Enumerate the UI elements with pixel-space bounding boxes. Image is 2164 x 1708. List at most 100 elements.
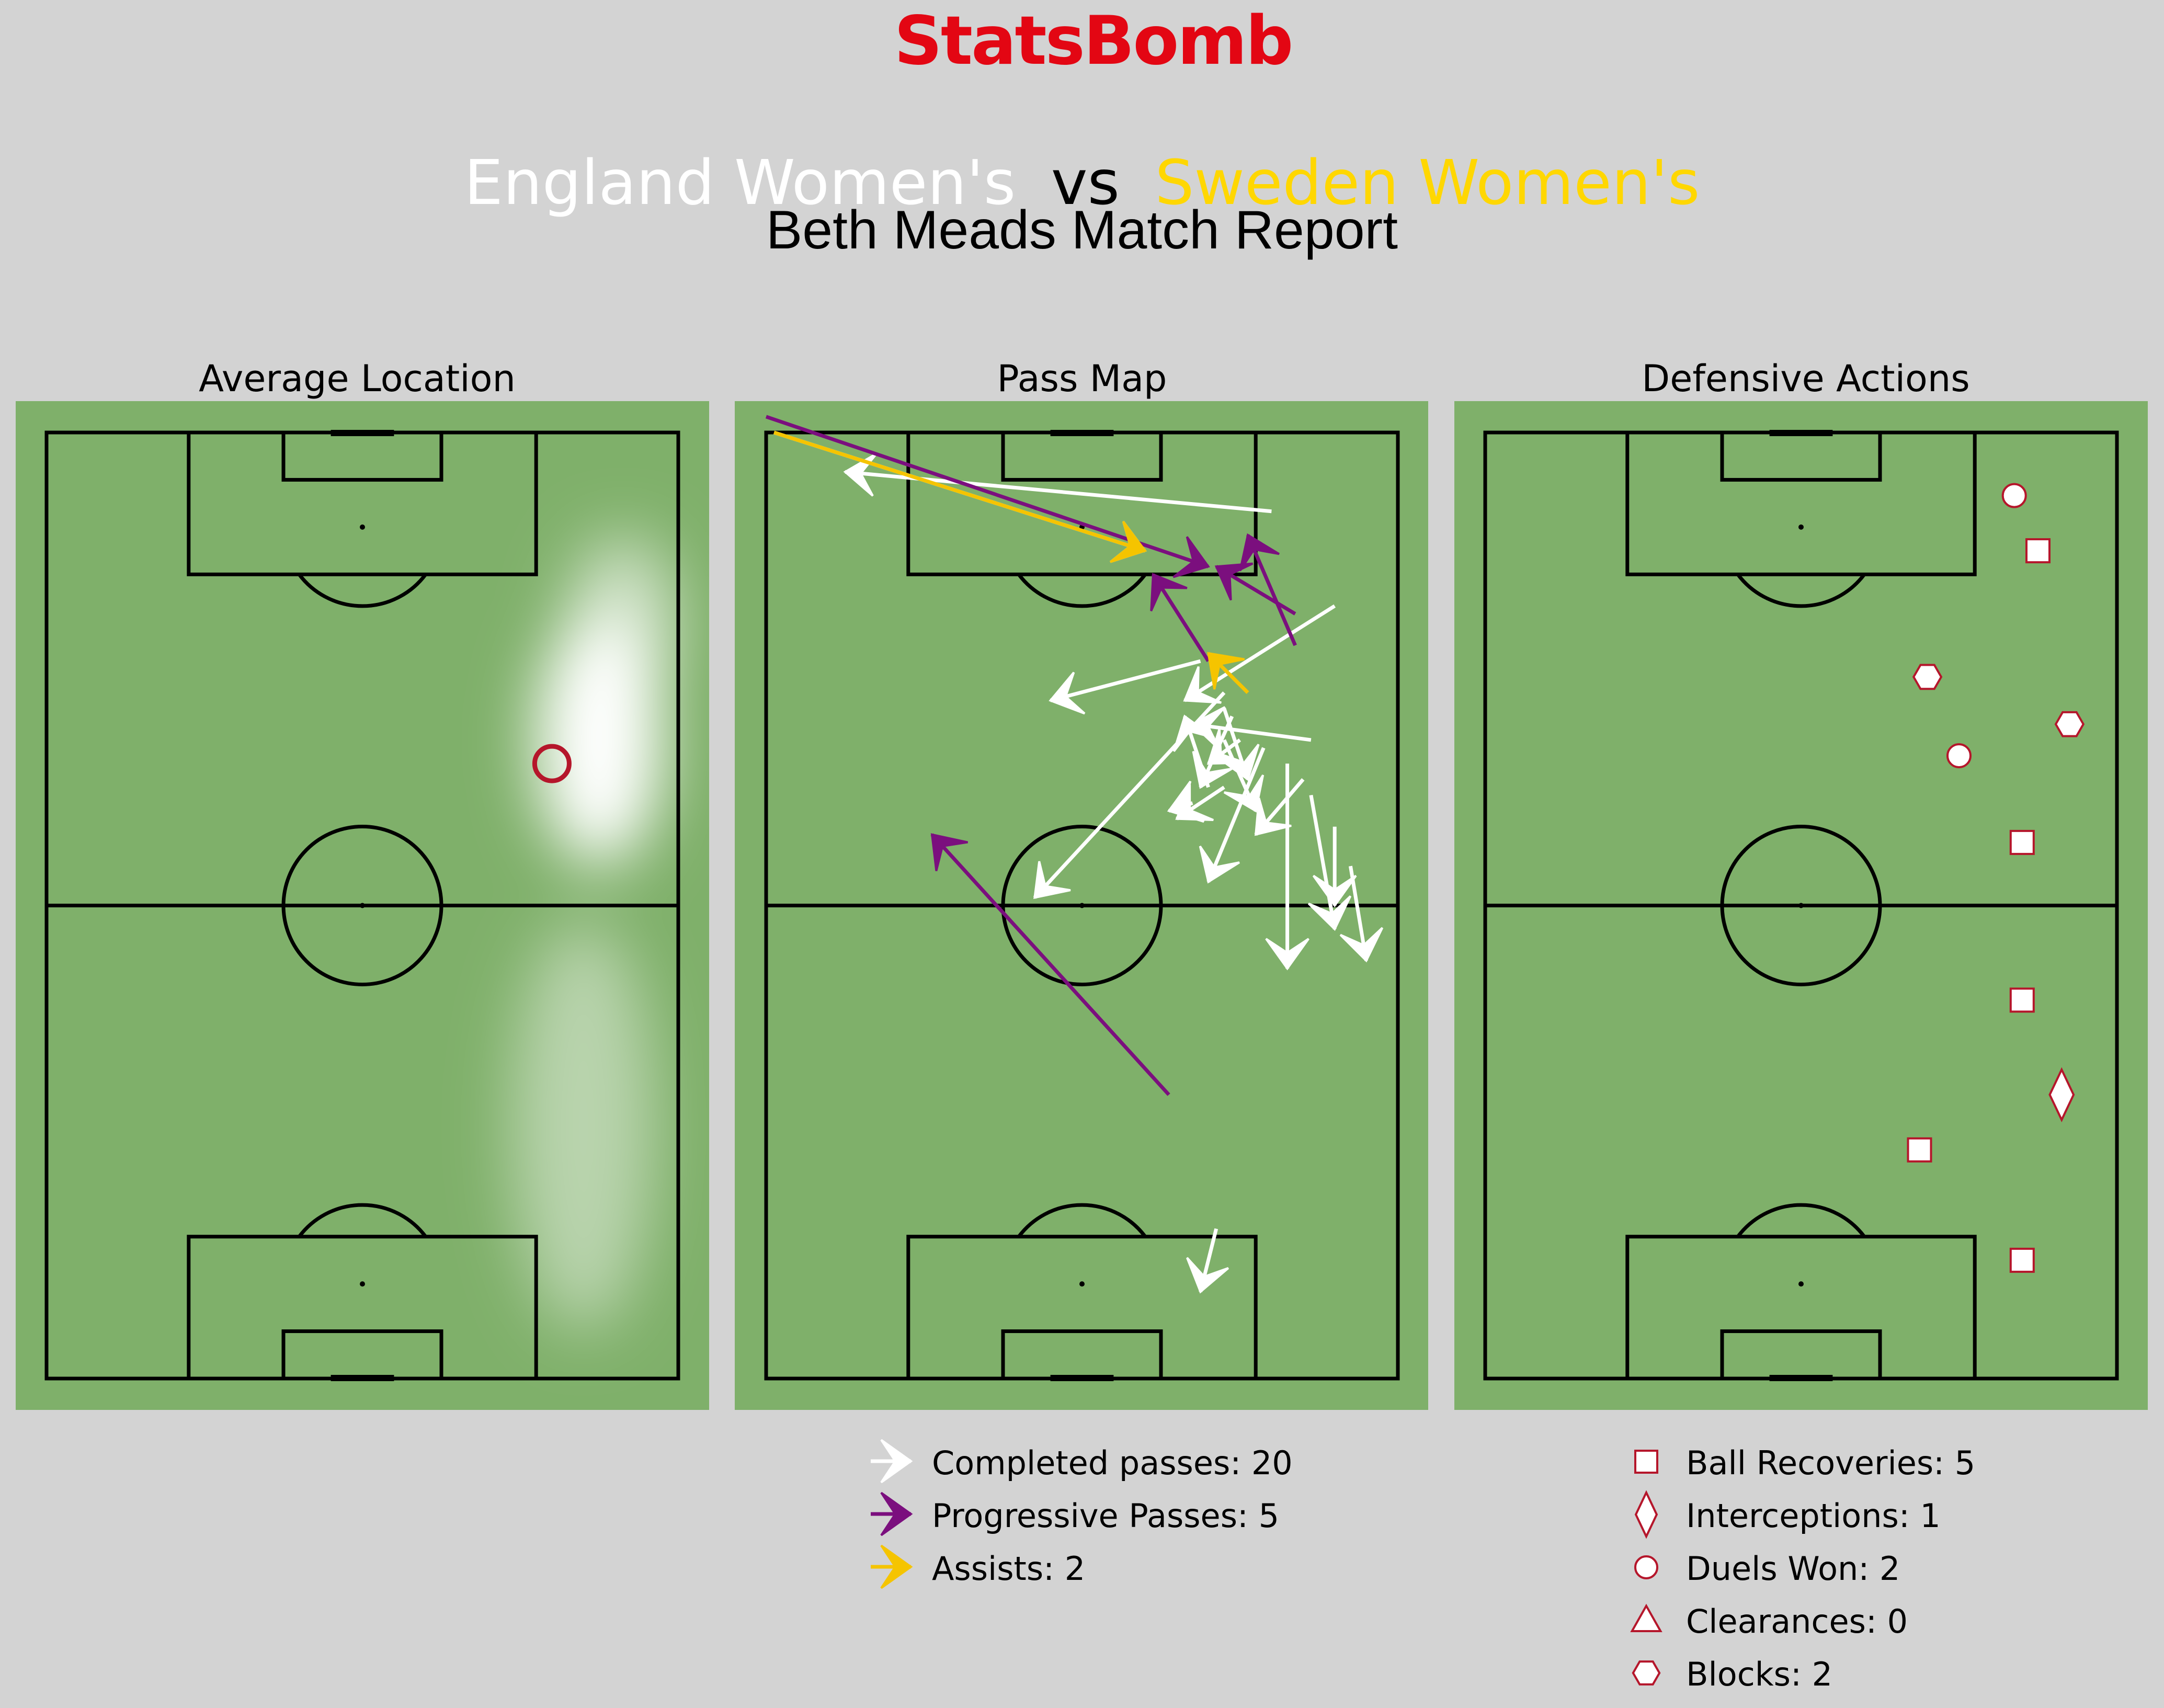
penalty-arc-top: [1017, 573, 1147, 608]
completed-pass-arrow: [1307, 794, 1352, 931]
defensive-actions-legend: Ball Recoveries: 5 Interceptions: 1 Duel…: [1630, 1444, 1975, 1693]
pass-head: [1214, 562, 1254, 601]
match-title: England Women's vs Sweden Women's: [464, 146, 1700, 219]
legend-assists: Assists: 2: [932, 1550, 1085, 1588]
completed-pass-arrow: [1192, 715, 1234, 789]
legend-square-icon: [1634, 1450, 1658, 1474]
vs-label: vs: [1051, 146, 1120, 219]
ball-recovery-marker: [2009, 987, 2035, 1013]
pass-head: [1172, 536, 1210, 578]
penalty-spot-top: [1798, 524, 1804, 530]
pass-head: [930, 833, 968, 871]
legend-arrow: [871, 1439, 913, 1484]
centre-spot: [360, 903, 365, 908]
progressive-pass-arrow: [1239, 533, 1297, 646]
goal-bottom: [1769, 1375, 1833, 1381]
centre-circle: [1720, 825, 1882, 986]
progressive-pass-arrow: [930, 833, 1170, 1096]
assist-arrow: [773, 430, 1147, 563]
duel-won-marker: [1946, 743, 1972, 769]
legend-assist-arrow-icon: [871, 1544, 913, 1589]
centre-spot: [1079, 903, 1085, 908]
goal-top: [1050, 430, 1114, 436]
pass-head: [1207, 652, 1245, 690]
penalty-arc-bottom: [1736, 1203, 1866, 1238]
penalty-spot-bottom: [360, 1281, 365, 1287]
pass-shaft: [1151, 573, 1210, 663]
completed-pass-arrow: [1186, 1228, 1229, 1294]
legend-hexagon-icon: [1632, 1660, 1661, 1686]
centre-circle: [281, 825, 443, 986]
pass-shaft: [930, 833, 1170, 1096]
pass-head: [1312, 874, 1357, 907]
legend-progressive-arrow-icon: [871, 1491, 913, 1536]
ball-recovery-marker: [1634, 1450, 1658, 1474]
panel-title-defensive-actions: Defensive Actions: [1642, 357, 1969, 400]
pass-head: [1192, 750, 1233, 789]
completed-pass-arrow: [1183, 604, 1336, 704]
home-team: England Women's: [464, 146, 1016, 219]
pass-head: [1199, 845, 1240, 884]
pass-shaft: [1206, 747, 1266, 883]
block-marker: [1632, 1660, 1661, 1686]
heat-blob: [567, 534, 679, 709]
pass-head: [1150, 573, 1188, 612]
pass-shaft: [1309, 794, 1337, 930]
pass-shaft: [1183, 604, 1336, 702]
pass-head: [1265, 938, 1309, 971]
pass-head: [1033, 861, 1071, 899]
block-marker: [2054, 711, 2085, 737]
penalty-spot-top: [360, 524, 365, 530]
legend-clearances: Clearances: 0: [1686, 1602, 1908, 1641]
completed-pass-arrow: [1312, 826, 1357, 907]
average-location-layer: [532, 744, 572, 783]
legend-blocks: Blocks: 2: [1686, 1655, 1832, 1693]
pass-head: [880, 1491, 913, 1536]
heatmap-layer: [512, 534, 679, 1331]
assist-arrow: [1207, 652, 1249, 694]
penalty-arc-bottom: [1017, 1203, 1147, 1238]
pass-head: [1307, 895, 1352, 931]
centre-circle: [1001, 825, 1163, 986]
pass-shaft: [773, 430, 1146, 553]
pass-head: [1186, 1257, 1229, 1294]
average-location-marker: [532, 744, 572, 783]
completed-pass-arrow: [1265, 764, 1309, 971]
pass-shaft: [1050, 659, 1201, 702]
penalty-arc-top: [298, 573, 427, 608]
goal-bottom: [1050, 1375, 1114, 1381]
duel-won-marker: [2001, 483, 2027, 508]
pass-head: [1239, 533, 1280, 572]
penalty-arc-top: [1736, 573, 1866, 608]
legend-diamond-icon: [1634, 1490, 1658, 1539]
pass-shaft: [1033, 691, 1226, 899]
completed-pass-arrow: [1222, 739, 1265, 813]
ball-recovery-marker: [2009, 1247, 2035, 1273]
legend-arrow: [871, 1491, 913, 1536]
legend-completed-passes: Completed passes: 20: [932, 1444, 1293, 1482]
progressive-pass-arrow: [1214, 562, 1296, 616]
defensive-actions-layer: [1907, 483, 2085, 1273]
pass-map-legend: Completed passes: 20 Progressive Passes:…: [871, 1439, 1293, 1589]
interception-marker: [2048, 1067, 2075, 1122]
pass-head: [843, 452, 878, 497]
penalty-spot-bottom: [1798, 1281, 1804, 1287]
clearance-marker: [1630, 1603, 1662, 1632]
statsbomb-logo: StatsBomb: [894, 2, 1292, 80]
ball-recovery-marker: [2009, 829, 2035, 855]
pass-head: [1049, 671, 1086, 715]
pass-head: [1339, 927, 1384, 963]
pass-head: [1109, 520, 1147, 563]
legend-triangle-icon: [1630, 1603, 1662, 1632]
goal-top: [1769, 430, 1833, 436]
duel-won-marker: [1634, 1555, 1658, 1579]
panel-title-pass-map: Pass Map: [997, 357, 1167, 400]
interception-marker: [1634, 1490, 1658, 1539]
pitch-lines-defensive-actions: [1483, 430, 2119, 1381]
legend-progressive-passes: Progressive Passes: 5: [932, 1497, 1279, 1535]
ball-recovery-marker: [1907, 1137, 1932, 1163]
away-team: Sweden Women's: [1155, 146, 1700, 219]
pass-head: [1183, 666, 1222, 704]
